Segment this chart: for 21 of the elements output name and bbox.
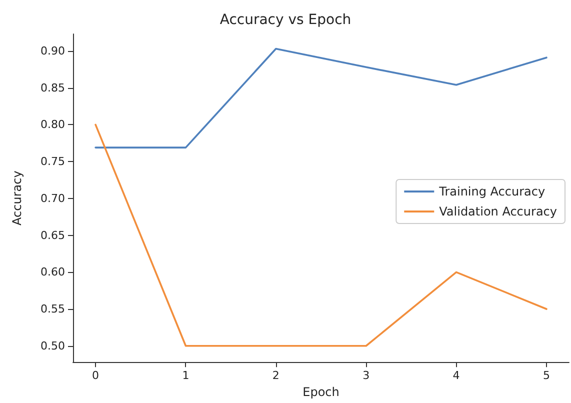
y-tick-label: 0.65	[40, 228, 65, 242]
y-tick-label: 0.55	[40, 302, 65, 316]
legend-label: Validation Accuracy	[439, 204, 558, 218]
y-tick-label: 0.60	[40, 266, 65, 279]
y-tick-label: 0.85	[40, 81, 65, 94]
y-tick-label: 0.50	[40, 339, 65, 352]
y-tick-label: 0.80	[40, 118, 65, 132]
x-tick-label: 3	[362, 369, 370, 382]
x-axis-title: Epoch	[302, 385, 340, 399]
y-tick-label: 0.90	[40, 44, 65, 58]
y-axis-title: Accuracy	[10, 170, 24, 226]
x-tick-label: 4	[452, 369, 460, 382]
y-tick-label: 0.75	[40, 155, 65, 168]
x-tick-label: 0	[92, 369, 100, 382]
x-tick-label: 2	[272, 369, 280, 382]
line-series	[94, 48, 548, 148]
legend-label: Training Accuracy	[438, 184, 546, 198]
x-tick-label: 5	[542, 369, 550, 382]
chart-title: Accuracy vs Epoch	[220, 12, 352, 28]
y-tick-label: 0.70	[40, 192, 65, 205]
x-tick-label: 1	[182, 369, 190, 382]
